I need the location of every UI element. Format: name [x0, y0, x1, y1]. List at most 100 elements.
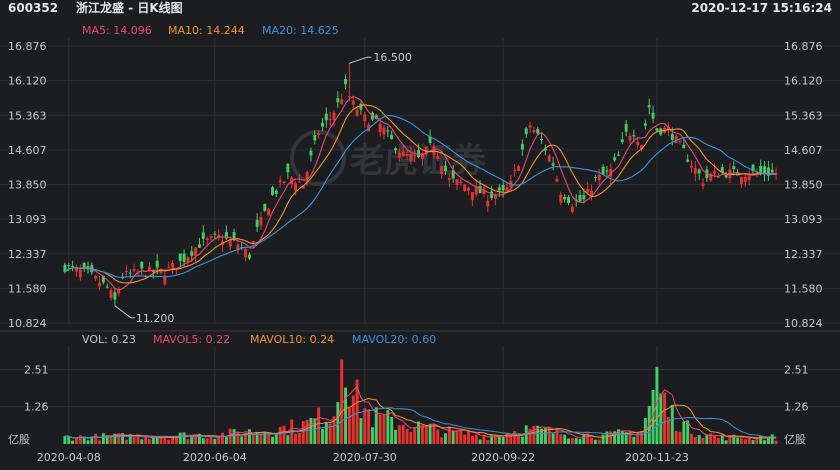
candle-body [713, 170, 717, 174]
candles [63, 63, 778, 306]
volume-bar [482, 435, 486, 444]
volume-bar [397, 425, 401, 444]
candle-body [148, 266, 151, 272]
candle-body [413, 154, 417, 157]
candle-body [390, 134, 394, 139]
volume-bar [574, 438, 578, 444]
volume-tick-label: 2.51 [24, 364, 49, 377]
volume-bar [428, 423, 432, 444]
volume-bar [455, 430, 459, 444]
candle-body [524, 128, 528, 134]
candle-body [363, 114, 367, 122]
candle-body [171, 263, 175, 268]
volume-bar [655, 366, 659, 444]
volume-bar [370, 427, 374, 444]
timestamp: 2020-12-17 15:16:24 [691, 1, 832, 15]
volume-bar [259, 433, 263, 444]
volume-bar [728, 435, 732, 444]
volume-unit-label: 亿股 [8, 433, 30, 446]
candle-body [317, 133, 321, 136]
price-tick-label: 11.580 [784, 282, 823, 295]
candle-body [167, 266, 171, 268]
candle-body [666, 126, 670, 131]
volume-bar [444, 433, 447, 444]
vol-ma5-line [64, 385, 777, 440]
volume-bar [390, 416, 394, 444]
candle-body [267, 208, 271, 216]
volume-bar [271, 436, 274, 444]
stock-code: 600352 [8, 1, 59, 15]
volume-bar [67, 436, 71, 444]
volume-bar [559, 434, 563, 444]
candle-body [336, 98, 340, 103]
price-tick-label: 16.120 [8, 75, 47, 88]
volume-bar [317, 407, 321, 444]
price-tick-label: 15.363 [8, 109, 47, 122]
volume-bar [224, 437, 228, 444]
volume-bar [620, 430, 624, 444]
candle-body [724, 175, 728, 178]
candle-body [440, 166, 444, 175]
volume-bar [763, 440, 767, 444]
volume-bar [336, 402, 340, 444]
volume-bar [759, 436, 763, 444]
date-tick-label: 2020-04-08 [37, 451, 101, 464]
volume-bar [470, 435, 474, 444]
volume-bar [109, 436, 113, 444]
volume-bar [436, 429, 440, 444]
candle-body [321, 122, 324, 127]
volume-bar [459, 429, 463, 444]
candle-body [624, 124, 628, 132]
price-tick-label: 12.337 [784, 248, 823, 261]
volume-bar [190, 435, 194, 444]
candle-body [117, 289, 121, 294]
volume-bar [221, 432, 224, 444]
candle-body [274, 190, 278, 194]
candle-body [409, 153, 413, 161]
candle-body [563, 196, 567, 200]
legend-mavol5: MAVOL5: 0.22 [153, 333, 231, 346]
candle-body [447, 177, 451, 180]
volume-bar [394, 429, 397, 444]
legend-mavol10: MAVOL10: 0.24 [250, 333, 335, 346]
candle-body [551, 163, 555, 166]
volume-bar [405, 428, 409, 444]
volume-bar [420, 424, 424, 444]
volume-bar [359, 418, 363, 444]
volume-bar [251, 434, 255, 444]
volume-bar [201, 438, 205, 444]
volume-bar [321, 428, 324, 444]
volume-bar [71, 440, 75, 444]
candle-body [382, 127, 386, 135]
volume-bar [709, 433, 713, 444]
candle-body [732, 166, 736, 170]
candle-body [417, 149, 421, 158]
volume-bar [113, 433, 117, 444]
candle-body [459, 181, 463, 184]
high-price-label: 16.500 [373, 51, 412, 64]
volume-bar [617, 429, 620, 444]
volume-unit-label: 亿股 [784, 433, 806, 446]
price-tick-label: 11.580 [8, 282, 47, 295]
candle-body [620, 139, 624, 142]
candle-body [643, 123, 647, 126]
volume-bar [274, 433, 278, 444]
candle-body [547, 155, 551, 162]
candle-body [697, 169, 701, 174]
candle-body [278, 180, 282, 183]
volume-bar [297, 432, 301, 444]
candle-body [513, 169, 517, 171]
candle-body [701, 183, 705, 187]
candle-body [224, 232, 228, 239]
candle-body [401, 151, 405, 157]
volume-bar [578, 438, 582, 444]
volume-bar [378, 414, 382, 444]
candle-body [632, 135, 636, 137]
candle-body [586, 188, 590, 193]
candle-body [559, 194, 563, 203]
volume-bar [171, 436, 175, 444]
volume-bar [505, 432, 509, 444]
candle-body [770, 169, 774, 173]
volume-bar [182, 432, 186, 444]
volume-bar [409, 431, 413, 444]
